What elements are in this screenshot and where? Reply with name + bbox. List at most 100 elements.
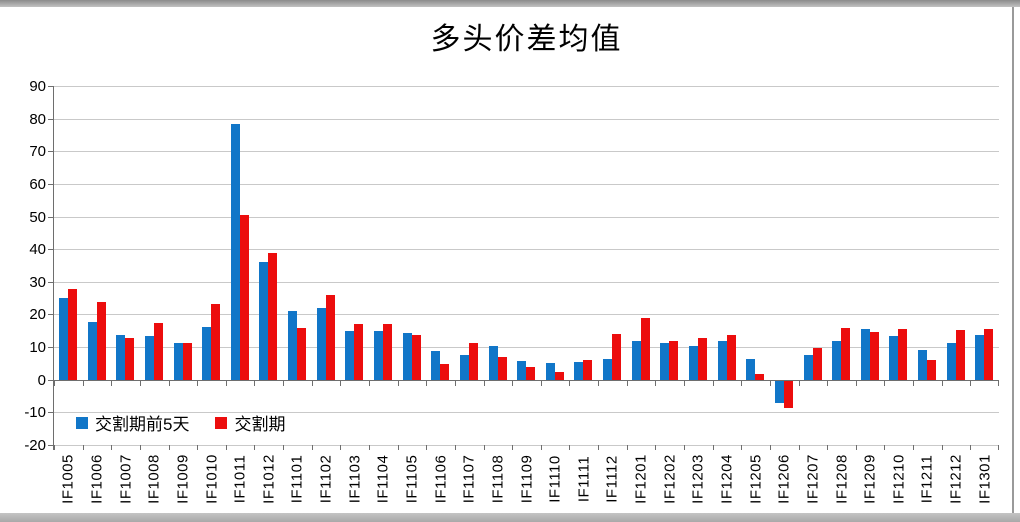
category-axis-tick: [111, 445, 112, 450]
y-axis-tick: [48, 184, 54, 185]
x-axis-label-IF1211: IF1211: [918, 454, 936, 504]
bar-IF1102-delivery: [326, 295, 335, 380]
y-axis-label: 80: [29, 111, 46, 128]
bar-IF1006-delivery: [97, 302, 106, 380]
bar-IF1011-delivery: [240, 215, 249, 380]
y-axis-label: 40: [29, 241, 46, 258]
y-axis-tick: [48, 249, 54, 250]
y-axis-label: 50: [29, 209, 46, 226]
category-axis-tick: [169, 381, 170, 386]
gridline: [54, 412, 999, 413]
x-axis-label-IF1204: IF1204: [718, 454, 736, 504]
x-axis-label-IF1206: IF1206: [775, 454, 793, 504]
bar-IF1012-pre-delivery: [259, 262, 268, 380]
x-axis-label-IF1104: IF1104: [374, 454, 392, 504]
bar-IF1105-delivery: [412, 335, 421, 380]
value-axis-line: [53, 86, 54, 450]
bar-IF1009-pre-delivery: [174, 343, 183, 380]
window-right-border: [1012, 7, 1014, 513]
bar-IF1102-pre-delivery: [317, 308, 326, 380]
x-axis-label-IF1205: IF1205: [747, 454, 765, 504]
bar-IF1005-pre-delivery: [59, 298, 68, 380]
plot-area: [54, 86, 999, 450]
category-axis-tick: [111, 381, 112, 386]
bar-IF1301-pre-delivery: [975, 335, 984, 380]
y-axis-tick: [48, 445, 54, 446]
y-axis-label: 60: [29, 176, 46, 193]
x-axis-label-IF1107: IF1107: [460, 454, 478, 504]
bar-IF1208-delivery: [841, 328, 850, 380]
category-axis-tick: [312, 381, 313, 386]
bar-IF1103-delivery: [354, 324, 363, 380]
category-axis-tick: [970, 445, 971, 450]
category-axis-tick: [713, 381, 714, 386]
gridline: [54, 86, 999, 87]
category-axis-tick: [54, 381, 55, 386]
category-axis-tick: [512, 381, 513, 386]
gridline: [54, 217, 999, 218]
bar-IF1301-delivery: [984, 329, 993, 380]
category-axis-tick: [541, 381, 542, 386]
category-axis-tick: [569, 381, 570, 386]
y-axis-label: 70: [29, 143, 46, 160]
category-axis-tick: [942, 445, 943, 450]
y-axis-label: 10: [29, 339, 46, 356]
gridline: [54, 445, 999, 446]
bar-IF1105-pre-delivery: [403, 333, 412, 380]
bar-IF1206-delivery: [784, 381, 793, 408]
bar-IF1111-delivery: [583, 360, 592, 380]
bar-IF1207-delivery: [813, 348, 822, 380]
y-axis-label: 30: [29, 274, 46, 291]
category-axis-tick: [970, 381, 971, 386]
category-axis-tick: [369, 381, 370, 386]
category-axis-tick: [254, 381, 255, 386]
bar-IF1109-delivery: [526, 367, 535, 380]
bar-IF1212-pre-delivery: [947, 343, 956, 380]
bar-IF1103-pre-delivery: [345, 331, 354, 380]
x-axis-label-IF1009: IF1009: [174, 454, 192, 504]
bar-IF1005-delivery: [68, 289, 77, 380]
bar-IF1209-pre-delivery: [861, 329, 870, 380]
x-axis-label-IF1202: IF1202: [661, 454, 679, 504]
category-axis-tick: [283, 445, 284, 450]
x-axis-label-IF1006: IF1006: [88, 454, 106, 504]
category-axis-tick: [827, 445, 828, 450]
bar-IF1009-delivery: [183, 343, 192, 380]
bar-IF1010-pre-delivery: [202, 327, 211, 380]
category-axis-tick: [684, 381, 685, 386]
bar-IF1112-delivery: [612, 334, 621, 380]
x-axis-label-IF1208: IF1208: [833, 454, 851, 504]
y-axis-tick: [48, 151, 54, 152]
y-axis-tick: [48, 282, 54, 283]
x-axis-label-IF1005: IF1005: [59, 454, 77, 504]
x-axis-label-IF1102: IF1102: [317, 454, 335, 504]
bar-IF1101-delivery: [297, 328, 306, 380]
bar-IF1209-delivery: [870, 332, 879, 380]
x-axis-label-IF1109: IF1109: [518, 454, 536, 504]
category-axis-tick: [913, 381, 914, 386]
x-axis-label-IF1209: IF1209: [861, 454, 879, 504]
bar-IF1109-pre-delivery: [517, 361, 526, 380]
x-axis-label-IF1010: IF1010: [203, 454, 221, 504]
bar-IF1212-delivery: [956, 330, 965, 380]
category-axis-tick: [197, 445, 198, 450]
x-axis-label-IF1103: IF1103: [346, 454, 364, 504]
legend-label-pre-delivery: 交割期前5天: [95, 415, 190, 434]
category-axis-tick: [541, 445, 542, 450]
x-axis-label-IF1201: IF1201: [632, 454, 650, 504]
chart-title: 多头价差均值: [430, 22, 623, 57]
category-axis-tick: [455, 445, 456, 450]
y-axis-tick: [48, 380, 54, 381]
bar-IF1108-delivery: [498, 357, 507, 380]
bar-IF1203-pre-delivery: [689, 346, 698, 380]
bar-IF1011-pre-delivery: [231, 124, 240, 380]
category-axis-tick: [713, 445, 714, 450]
category-axis-tick: [884, 381, 885, 386]
category-axis-tick: [799, 381, 800, 386]
bar-IF1012-delivery: [268, 253, 277, 380]
y-axis-label: -10: [24, 404, 46, 421]
category-axis-tick: [484, 381, 485, 386]
legend-label-delivery: 交割期: [234, 415, 286, 434]
bar-IF1111-pre-delivery: [574, 362, 583, 380]
